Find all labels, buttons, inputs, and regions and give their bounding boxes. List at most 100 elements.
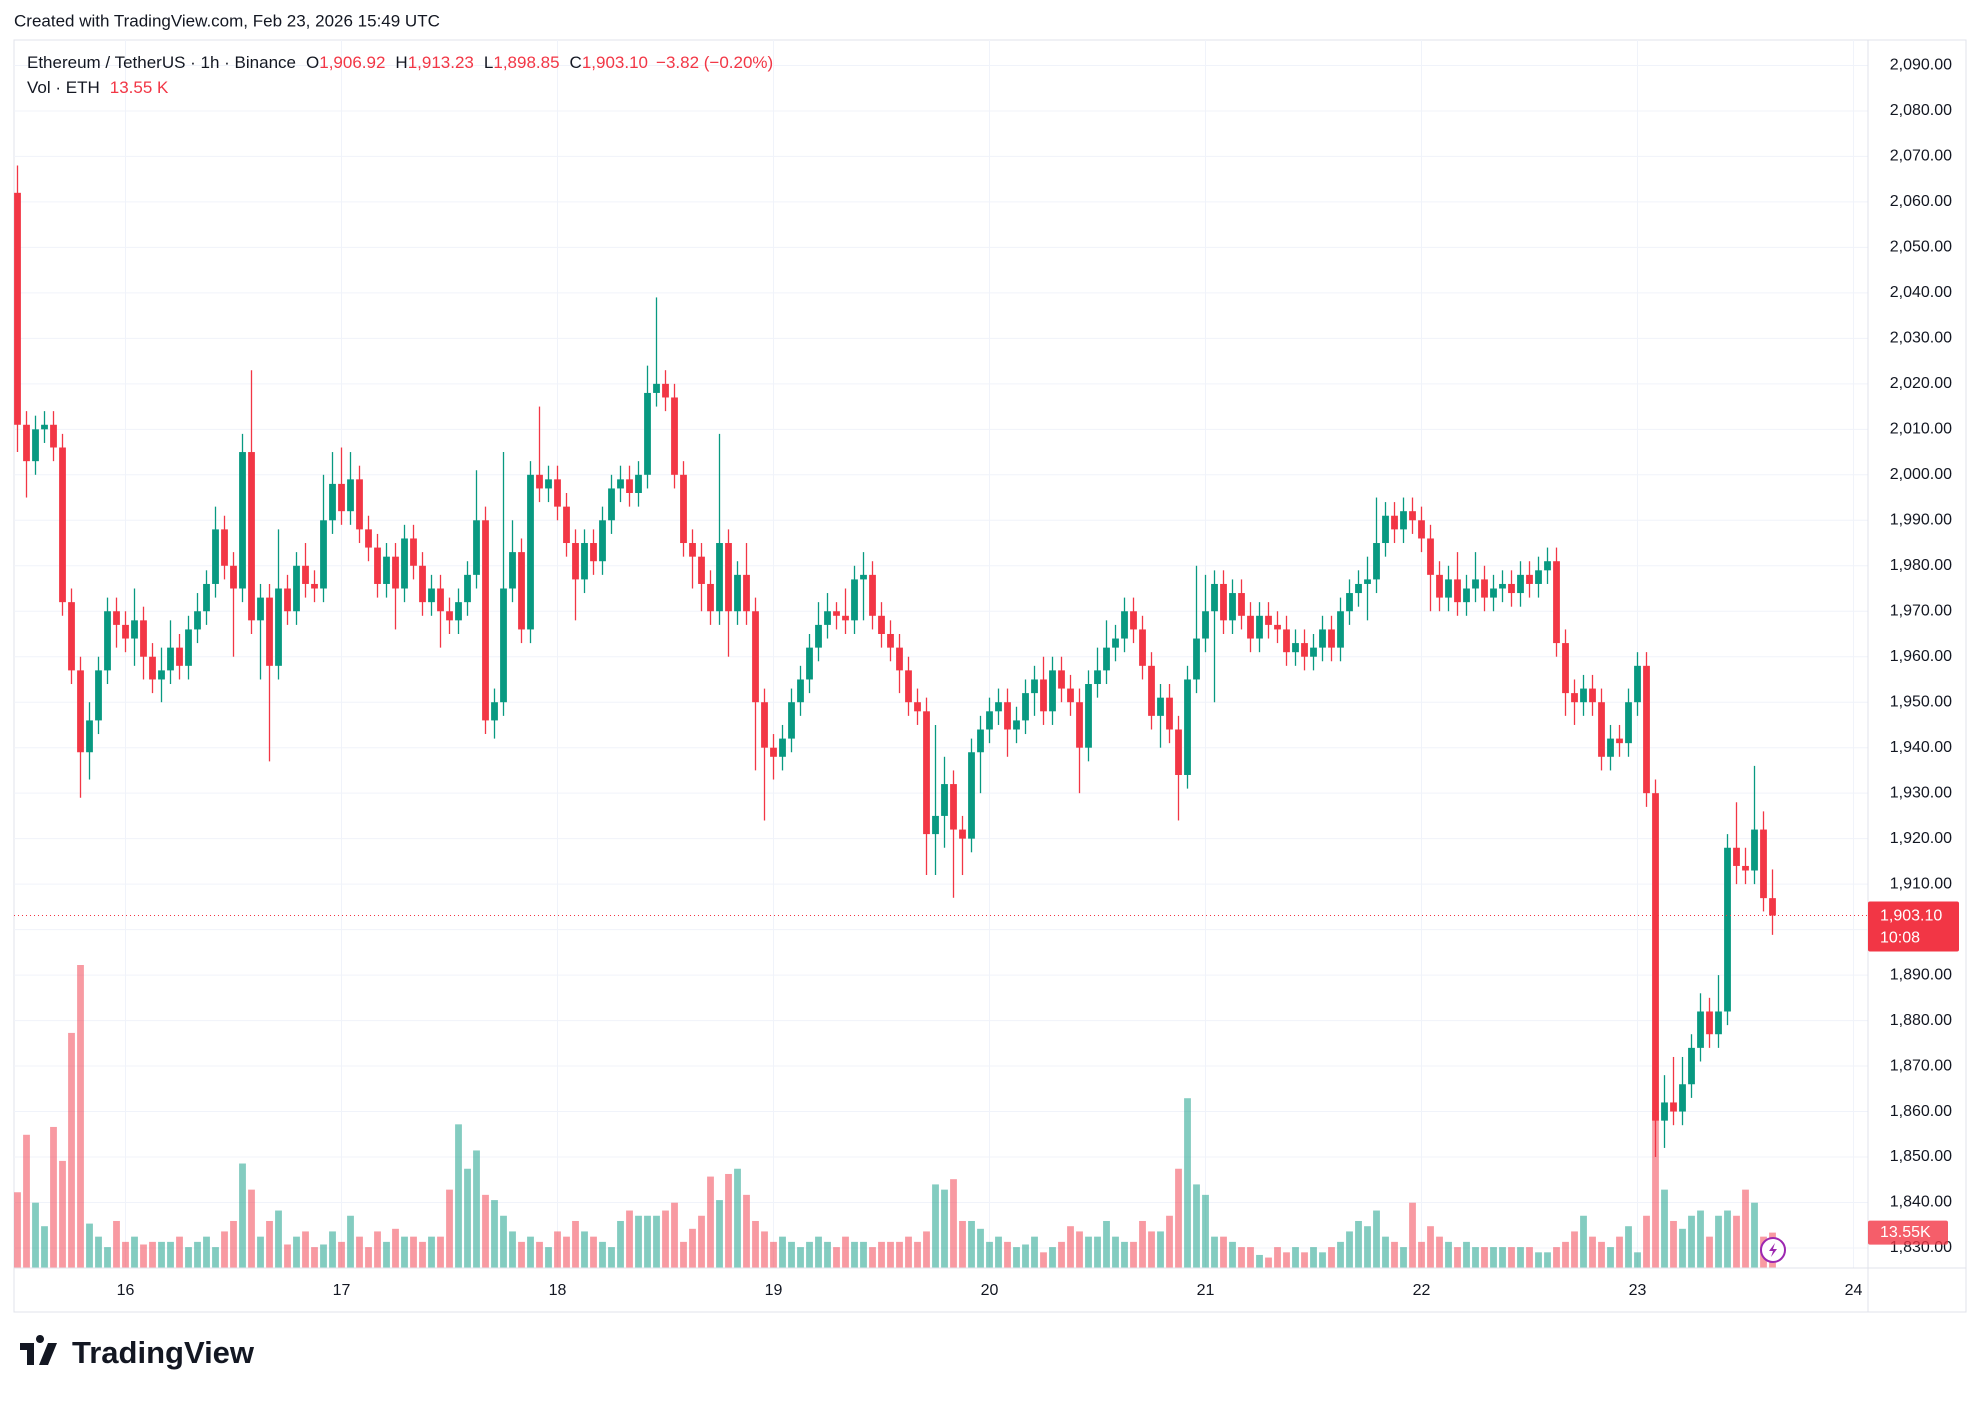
ohlc-key: L [484,53,493,72]
y-tick-label: 1,920.00 [1890,830,1952,847]
candle-body [1445,579,1452,598]
ohlc-key: C [570,53,582,72]
candle-body [671,397,678,475]
volume-bar [158,1241,165,1268]
volume-bar [545,1247,552,1268]
volume-bar [1427,1226,1434,1268]
volume-bar [608,1247,615,1268]
candle-body [482,520,489,721]
candle-body [59,447,66,603]
candle-body [653,383,660,393]
candle-body [284,588,291,612]
x-tick-label: 20 [981,1282,999,1299]
candle-body [626,479,633,493]
candle-body [572,543,579,580]
volume-bar [1022,1244,1029,1268]
volume-bar [536,1241,543,1268]
volume-bar [905,1236,912,1268]
volume-bar [1319,1252,1326,1268]
candle-body [176,647,183,666]
y-tick-label: 1,840.00 [1890,1194,1952,1211]
candle-body [887,633,894,648]
volume-bar [203,1236,210,1268]
volume-bar [140,1244,147,1268]
candle-body [1706,1011,1713,1035]
candle-body [1211,583,1218,612]
lightning-icon[interactable] [1760,1237,1786,1263]
candle-body [32,429,39,462]
y-tick-label: 1,960.00 [1890,648,1952,665]
last-price-label: 1,903.10 [1880,908,1942,925]
candle-body [383,556,390,584]
volume-bar [770,1241,777,1268]
volume-bar [1616,1236,1623,1268]
candle-body [374,547,381,584]
ohlc-value: 1,906.92 [319,53,385,72]
volume-bar [248,1189,255,1268]
volume-bar [41,1226,48,1268]
volume-bar [338,1241,345,1268]
volume-bar [347,1215,354,1268]
candle-body [518,552,525,630]
candle-body [491,702,498,721]
volume-bar [1346,1231,1353,1268]
candle-body [1175,729,1182,775]
candle-body [1202,611,1209,639]
volume-bar [815,1236,822,1268]
volume-bar [1184,1098,1191,1268]
volume-bar [968,1220,975,1268]
x-tick-label: 24 [1845,1282,1863,1299]
candle-body [1166,697,1173,730]
volume-bar [1688,1215,1695,1268]
volume-bar [509,1231,516,1268]
volume-bar [293,1236,300,1268]
volume-bar [410,1236,417,1268]
candle-body [1463,588,1470,603]
volume-bar [239,1163,246,1268]
candle-body [1139,629,1146,666]
volume-bar [374,1231,381,1268]
candle-body [725,543,732,612]
candle-body [1058,670,1065,689]
candle-body [464,574,471,603]
volume-bar [626,1210,633,1268]
logo: TradingView [20,1335,255,1370]
candle-body [1508,583,1515,594]
candle-body [86,720,93,753]
volume-bar [284,1244,291,1268]
volume-bar [1652,1111,1659,1268]
candle-body [878,615,885,634]
volume-bar [77,965,84,1268]
ohlc-key: O [306,53,319,72]
candle-body [752,611,759,703]
candle-body [1553,561,1560,644]
candle-body [1454,579,1461,603]
candle-body [761,702,768,748]
volume-bar [1274,1247,1281,1268]
volume-bar [554,1231,561,1268]
volume-bar [401,1236,408,1268]
candle-body [203,583,210,612]
y-tick-label: 1,910.00 [1890,875,1952,892]
candle-body [104,611,111,671]
volume-bar [1049,1247,1056,1268]
candle-body [1643,665,1650,794]
candle-body [1040,679,1047,712]
candle-body [842,615,849,621]
volume-bar [752,1220,759,1268]
candle-body [122,624,129,639]
volume-bar [1355,1220,1362,1268]
candle-body [95,670,102,721]
volume-bar [1670,1220,1677,1268]
volume-bar [104,1247,111,1268]
volume-bar [1292,1247,1299,1268]
volume-bar [1139,1220,1146,1268]
candle-body [275,588,282,666]
candle-body [1013,720,1020,730]
candle-body [932,815,939,835]
volume-bar [356,1236,363,1268]
y-tick-label: 2,020.00 [1890,375,1952,392]
candle-body [1274,624,1281,630]
candle-body [293,565,300,612]
